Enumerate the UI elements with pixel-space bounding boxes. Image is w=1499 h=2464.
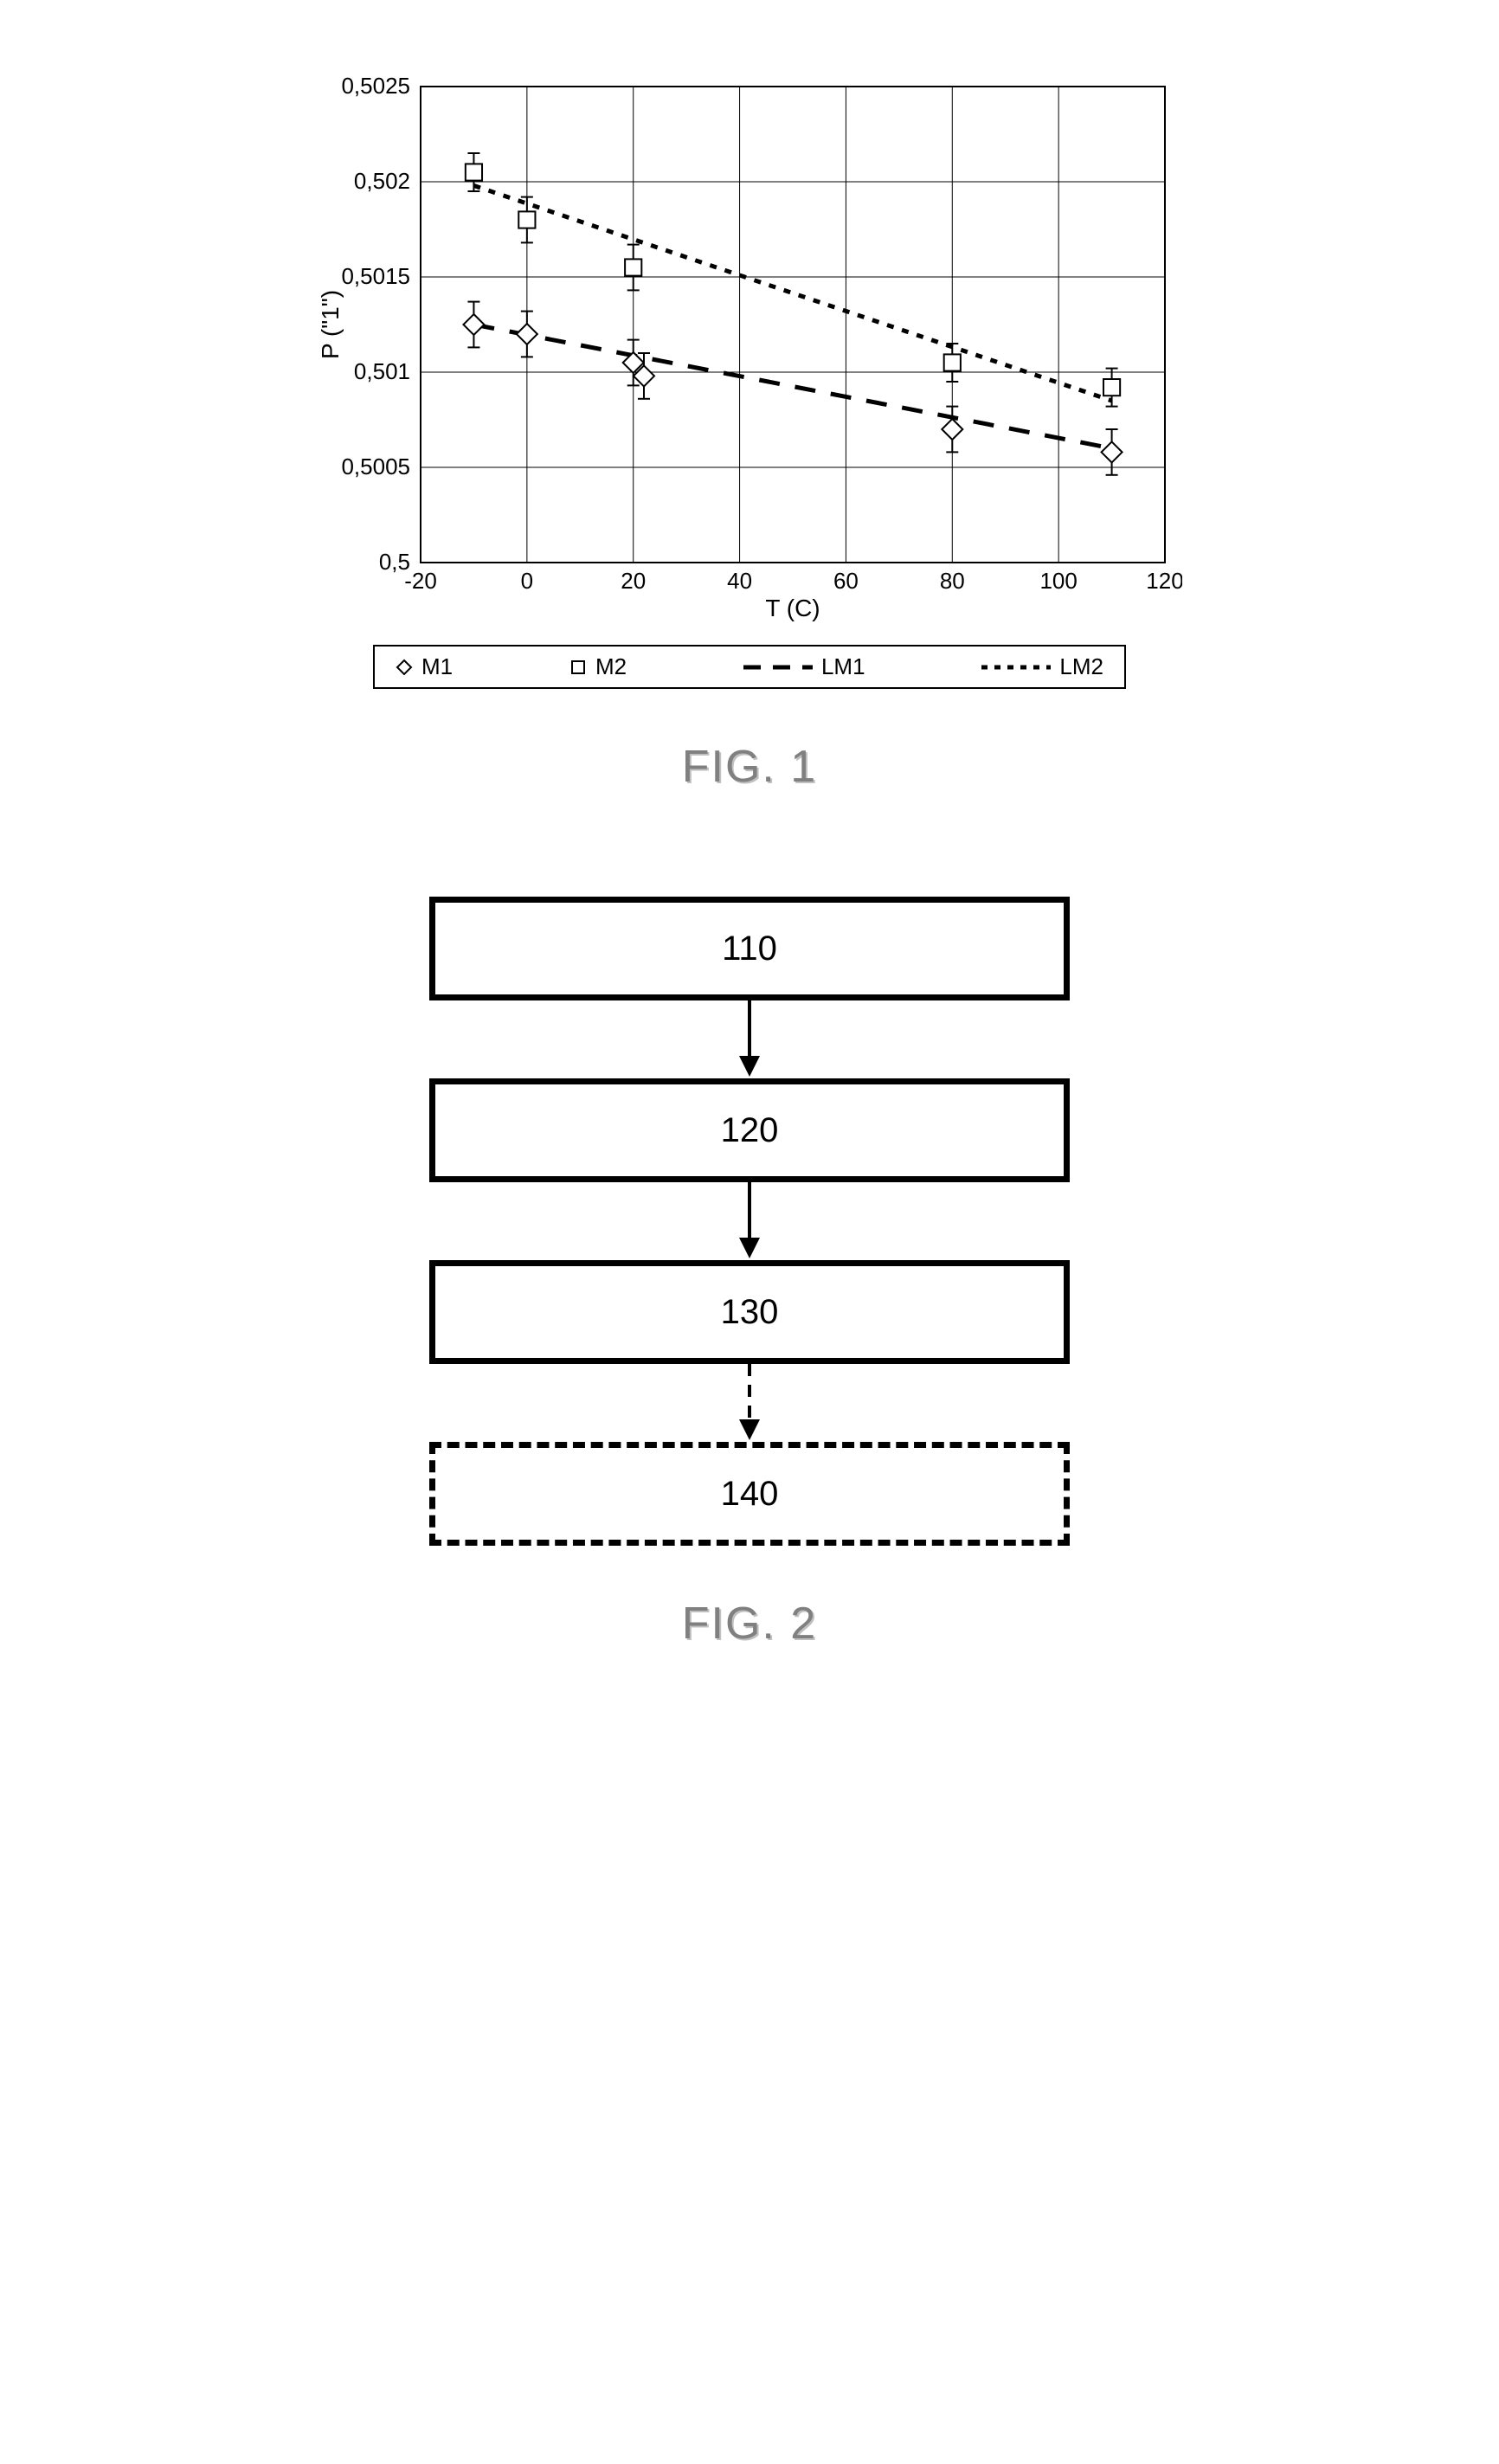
flowchart-node-n140: 140: [429, 1442, 1070, 1546]
svg-text:120: 120: [1146, 568, 1182, 594]
svg-text:0,502: 0,502: [354, 168, 410, 194]
figure-2-caption: FIG. 2: [682, 1598, 817, 1650]
flowchart-arrow-n110-n120: [429, 1000, 1070, 1078]
svg-text:20: 20: [621, 568, 646, 594]
svg-text:60: 60: [833, 568, 859, 594]
flowchart-arrow-n120-n130: [429, 1182, 1070, 1260]
svg-text:P ("1"): P ("1"): [317, 290, 344, 359]
flowchart-node-n110: 110: [429, 897, 1070, 1000]
legend-label-lm1: LM1: [821, 653, 865, 680]
legend-label-lm2: LM2: [1059, 653, 1103, 680]
flowchart-arrow-n130-n140: [429, 1364, 1070, 1442]
flowchart: 110 120 130 140: [429, 897, 1070, 1546]
flowchart-node-n130: 130: [429, 1260, 1070, 1364]
legend-item-lm1: LM1: [743, 653, 865, 680]
figure-1-container: -200204060801001200,50,50050,5010,50150,…: [173, 69, 1326, 897]
svg-text:0,5005: 0,5005: [341, 454, 410, 479]
legend-item-m2: M2: [569, 653, 627, 680]
figure-2-container: 110 120 130 140 FIG. 2: [173, 897, 1326, 1650]
dot-line-icon: [981, 663, 1051, 672]
square-icon: [569, 659, 587, 676]
svg-text:0,5: 0,5: [379, 549, 410, 575]
chart-wrapper: -200204060801001200,50,50050,5010,50150,…: [317, 69, 1182, 627]
diamond-icon: [396, 659, 413, 676]
svg-text:T (C): T (C): [765, 595, 820, 621]
svg-text:100: 100: [1039, 568, 1077, 594]
svg-text:0: 0: [521, 568, 533, 594]
legend-label-m2: M2: [595, 653, 627, 680]
svg-text:0,5015: 0,5015: [341, 263, 410, 289]
svg-text:0,501: 0,501: [354, 358, 410, 384]
chart-legend: M1 M2 LM1 LM2: [373, 645, 1126, 689]
legend-item-lm2: LM2: [981, 653, 1103, 680]
svg-text:40: 40: [727, 568, 752, 594]
flowchart-node-n120: 120: [429, 1078, 1070, 1182]
svg-text:80: 80: [940, 568, 965, 594]
svg-text:0,5025: 0,5025: [341, 73, 410, 99]
chart-svg: -200204060801001200,50,50050,5010,50150,…: [317, 69, 1182, 623]
legend-item-m1: M1: [396, 653, 453, 680]
dash-line-icon: [743, 663, 813, 672]
legend-label-m1: M1: [421, 653, 453, 680]
figure-1-caption: FIG. 1: [682, 741, 817, 793]
